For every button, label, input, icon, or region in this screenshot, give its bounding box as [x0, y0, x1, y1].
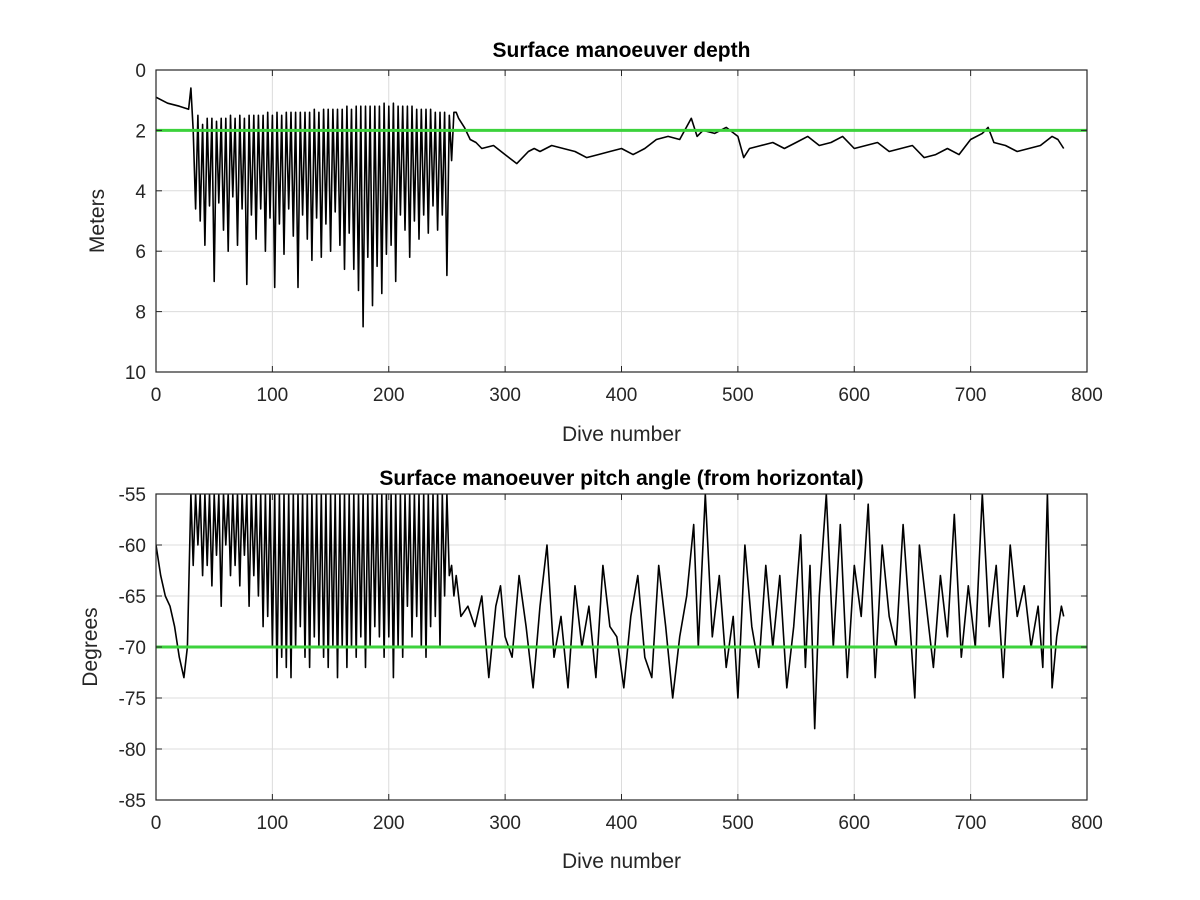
y-tick-label: 8 — [135, 303, 146, 324]
series-line — [156, 494, 1065, 730]
chart-title: Surface manoeuver depth — [493, 39, 751, 62]
y-axis-label: Meters — [86, 189, 109, 253]
y-tick-label: 4 — [135, 182, 146, 203]
x-tick-label: 0 — [151, 385, 162, 406]
x-axis-label: Dive number — [562, 850, 681, 873]
x-tick-label: 600 — [838, 385, 870, 406]
y-tick-label: 2 — [135, 121, 146, 142]
pitch-plot-panel: 0 100 200 300 400 500 600 700 800 -55 -60 -65 -70 -75… — [79, 467, 1103, 873]
ticks: 0 100 200 300 400 500 600 700 800 -55 -60 -65 -70 -75… — [119, 485, 1103, 834]
x-tick-label: 400 — [606, 385, 638, 406]
x-tick-label: 200 — [373, 385, 405, 406]
series-line — [156, 87, 1065, 328]
y-tick-label: -65 — [119, 587, 146, 608]
y-tick-label: 6 — [135, 242, 146, 263]
ticks: 0 100 200 300 400 500 600 700 800 0 2 4 6 8 10 — [125, 61, 1103, 406]
y-tick-label: 0 — [135, 61, 146, 82]
y-tick-label: -60 — [119, 536, 146, 557]
x-tick-label: 400 — [606, 813, 638, 834]
y-tick-label: -55 — [119, 485, 146, 506]
x-tick-label: 600 — [838, 813, 870, 834]
x-tick-label: 800 — [1071, 813, 1103, 834]
y-tick-label: -75 — [119, 689, 146, 710]
series-group — [156, 494, 1087, 730]
x-tick-label: 500 — [722, 813, 754, 834]
x-tick-label: 100 — [257, 385, 289, 406]
y-tick-label: -80 — [119, 740, 146, 761]
series-group — [156, 87, 1087, 328]
x-tick-label: 0 — [151, 813, 162, 834]
x-tick-label: 700 — [955, 385, 987, 406]
x-tick-label: 100 — [257, 813, 289, 834]
y-tick-label: -70 — [119, 638, 146, 659]
y-axis-label: Degrees — [79, 607, 102, 686]
depth-plot-panel: 0 100 200 300 400 500 600 700 800 0 2 4 6 8 10 Surface … — [86, 39, 1103, 446]
x-tick-label: 300 — [489, 385, 521, 406]
x-tick-label: 700 — [955, 813, 987, 834]
x-axis-label: Dive number — [562, 423, 681, 446]
x-tick-label: 800 — [1071, 385, 1103, 406]
y-tick-label: 10 — [125, 363, 146, 384]
x-tick-label: 200 — [373, 813, 405, 834]
y-tick-label: -85 — [119, 791, 146, 812]
x-tick-label: 500 — [722, 385, 754, 406]
x-tick-label: 300 — [489, 813, 521, 834]
chart-title: Surface manoeuver pitch angle (from hori… — [379, 467, 863, 490]
